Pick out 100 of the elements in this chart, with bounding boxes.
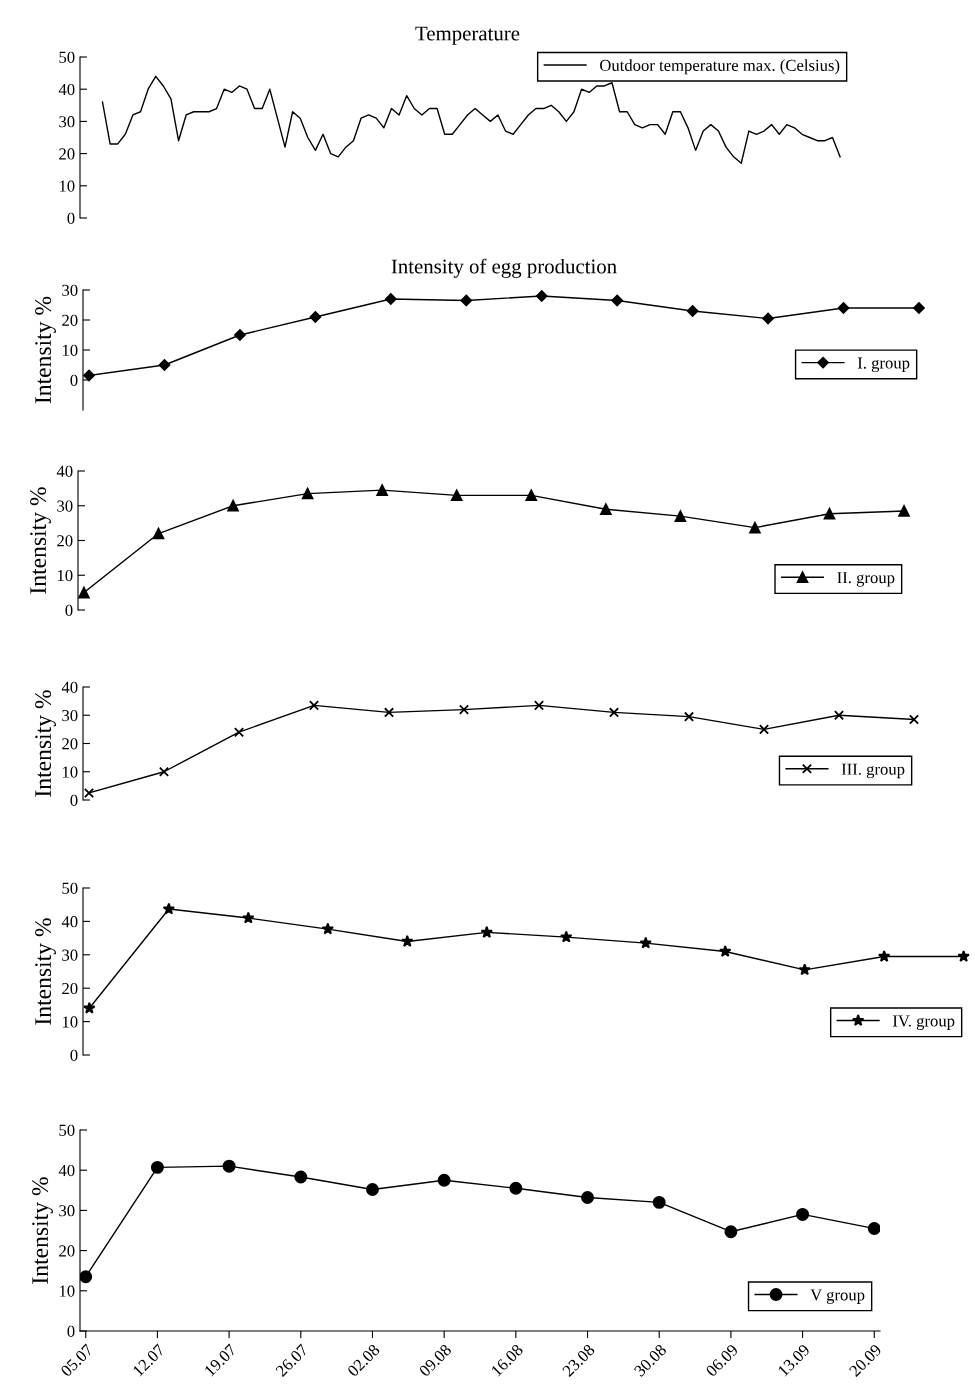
point bbox=[83, 369, 95, 382]
y-tick-label: 20 bbox=[59, 148, 75, 160]
point bbox=[158, 766, 170, 777]
y-tick-label: 10 bbox=[62, 344, 78, 356]
point bbox=[913, 302, 925, 314]
y-axis-title: Intensity % bbox=[35, 918, 56, 1025]
y-tick-label: 20 bbox=[62, 982, 78, 995]
y-axis-title: Intensity % bbox=[32, 1177, 53, 1284]
y-tick-label: 40 bbox=[56, 465, 73, 477]
point bbox=[509, 1181, 523, 1195]
point bbox=[80, 1270, 93, 1284]
point bbox=[749, 521, 761, 534]
point bbox=[383, 707, 395, 718]
point bbox=[460, 294, 473, 307]
point bbox=[652, 1195, 666, 1209]
point bbox=[301, 487, 314, 500]
point bbox=[957, 950, 970, 962]
y-tick-label: 0 bbox=[67, 212, 75, 224]
y-tick-label: 30 bbox=[62, 949, 78, 961]
point bbox=[525, 489, 538, 502]
legend-label: IV. group bbox=[892, 1015, 955, 1030]
point bbox=[152, 527, 165, 540]
y-tick-label: 50 bbox=[59, 1124, 75, 1136]
point bbox=[533, 700, 545, 711]
point bbox=[242, 911, 255, 924]
y-tick-label: 10 bbox=[62, 1016, 78, 1028]
y-tick-label: 30 bbox=[57, 500, 73, 512]
point bbox=[227, 499, 239, 512]
point bbox=[385, 293, 397, 305]
point bbox=[321, 922, 334, 935]
point bbox=[150, 1160, 164, 1174]
point bbox=[234, 329, 246, 341]
y-tick-label: 30 bbox=[62, 709, 78, 722]
point bbox=[823, 507, 836, 520]
point bbox=[162, 902, 176, 915]
point bbox=[78, 586, 90, 599]
legend-label: II. group bbox=[837, 572, 895, 587]
point bbox=[222, 1159, 236, 1173]
y-tick-label: 10 bbox=[57, 569, 73, 582]
y-tick-label: 30 bbox=[59, 116, 75, 128]
point bbox=[719, 944, 732, 957]
point bbox=[401, 934, 414, 947]
y-tick-label: 40 bbox=[61, 681, 78, 693]
point bbox=[600, 503, 612, 515]
point bbox=[798, 963, 811, 976]
point bbox=[83, 1001, 96, 1014]
point bbox=[639, 936, 652, 949]
legend-label: Outdoor temperature max. (Celsius) bbox=[600, 59, 840, 75]
point bbox=[309, 311, 322, 323]
point bbox=[458, 704, 470, 715]
point bbox=[762, 312, 774, 325]
y-tick-label: 10 bbox=[59, 1285, 75, 1297]
point bbox=[366, 1183, 379, 1196]
point bbox=[867, 1222, 880, 1235]
legend-label: V group bbox=[810, 1289, 865, 1304]
y-tick-label: 50 bbox=[59, 51, 75, 63]
y-tick-label: 10 bbox=[59, 180, 75, 192]
y-tick-label: 40 bbox=[58, 1164, 75, 1177]
point bbox=[450, 489, 463, 502]
y-tick-label: 0 bbox=[65, 604, 73, 616]
y-tick-label: 10 bbox=[62, 766, 78, 778]
y-axis-title: Intensity % bbox=[30, 487, 51, 594]
y-tick-label: 20 bbox=[59, 1245, 75, 1257]
legend-label: I. group bbox=[857, 357, 910, 373]
point bbox=[480, 925, 493, 938]
y-tick-label: 20 bbox=[62, 738, 78, 750]
point bbox=[233, 727, 245, 738]
point bbox=[535, 290, 548, 302]
y-tick-label: 0 bbox=[67, 1325, 75, 1337]
y-axis-title: Intensity % bbox=[35, 690, 56, 797]
point bbox=[877, 950, 891, 962]
chart-title: Temperature bbox=[415, 26, 520, 45]
point bbox=[608, 707, 620, 718]
y-tick-label: 0 bbox=[70, 794, 78, 806]
point bbox=[308, 700, 320, 711]
point bbox=[796, 1207, 810, 1221]
point bbox=[437, 1173, 451, 1187]
y-tick-label: 30 bbox=[59, 1205, 75, 1217]
point bbox=[560, 930, 573, 943]
point bbox=[581, 1191, 594, 1204]
point bbox=[674, 510, 687, 522]
point bbox=[294, 1170, 308, 1184]
y-tick-label: 20 bbox=[57, 535, 73, 547]
y-tick-label: 40 bbox=[58, 83, 75, 96]
y-tick-label: 0 bbox=[70, 1049, 78, 1061]
point bbox=[158, 359, 171, 371]
point bbox=[898, 505, 910, 517]
y-tick-label: 30 bbox=[62, 284, 78, 296]
y-axis-title: Intensity % bbox=[35, 296, 56, 404]
point bbox=[724, 1225, 738, 1239]
y-tick-label: 40 bbox=[61, 916, 78, 928]
point bbox=[686, 305, 699, 317]
point bbox=[611, 294, 623, 307]
y-tick-label: 50 bbox=[62, 882, 78, 894]
point bbox=[758, 724, 770, 735]
point bbox=[837, 302, 850, 314]
legend-label: III. group bbox=[841, 763, 905, 779]
y-tick-label: 0 bbox=[70, 374, 78, 386]
point bbox=[833, 710, 845, 721]
point bbox=[683, 711, 695, 722]
